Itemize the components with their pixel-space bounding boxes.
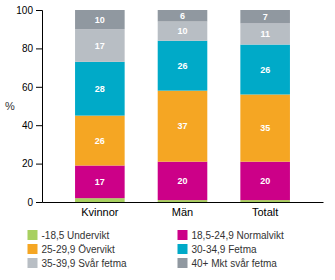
x-tick: Kvinnor: [81, 206, 119, 218]
data-label: 26: [177, 61, 187, 71]
y-tick-label: 0: [27, 197, 33, 208]
legend-item: 30-34,9 Fetma: [178, 244, 257, 255]
y-tick-mark: [36, 87, 42, 88]
y-tick: 100: [16, 5, 42, 16]
legend-label: -18,5 Undervikt: [42, 230, 110, 241]
data-labels: 17 20 20 26 37 35 28 26 26 17 10 11 10 6 7: [95, 11, 270, 187]
data-label: 26: [260, 65, 270, 75]
y-tick-label: 40: [22, 120, 34, 131]
bar-segment: [75, 29, 125, 62]
legend-item: 35-39,9 Svår fetma: [28, 258, 127, 269]
y-tick-mark: [36, 125, 42, 126]
bar-segment: [75, 116, 125, 166]
bar-segment: [158, 91, 208, 162]
bar-segment: [75, 10, 125, 29]
y-tick-mark: [36, 48, 42, 49]
bar-segment: [75, 198, 125, 202]
y-tick-label: 20: [22, 158, 34, 169]
y-axis: 0 20 40 60 80 100: [16, 5, 42, 208]
bar-segment: [240, 94, 290, 161]
legend-label: 40+ Mkt svår fetma: [192, 258, 278, 269]
legend-label: 30-34,9 Fetma: [192, 244, 257, 255]
data-label: 7: [263, 12, 268, 22]
data-label: 35: [260, 123, 270, 133]
bar-segment: [240, 200, 290, 202]
data-label: 37: [177, 121, 187, 131]
y-tick-mark: [36, 10, 42, 11]
data-label: 20: [260, 176, 270, 186]
y-tick: 40: [22, 120, 42, 131]
legend-swatch: [28, 230, 38, 240]
legend-swatch: [28, 258, 38, 268]
x-tick-label: Totalt: [252, 206, 278, 218]
bars: [75, 10, 290, 202]
y-tick: 0: [27, 197, 42, 208]
y-axis-label: %: [5, 100, 15, 112]
data-label: 17: [95, 177, 105, 187]
y-tick-label: 60: [22, 82, 34, 93]
y-tick-label: 80: [22, 43, 34, 54]
bar-segment: [75, 62, 125, 116]
x-tick-label: Kvinnor: [81, 206, 119, 218]
bar-segment: [240, 45, 290, 95]
bar-segment: [240, 10, 290, 23]
data-label: 10: [95, 15, 105, 25]
legend-item: 40+ Mkt svår fetma: [178, 258, 278, 269]
y-tick-mark: [36, 164, 42, 165]
bar-segment: [158, 200, 208, 202]
bar-segment: [158, 162, 208, 200]
x-axis-line: [43, 202, 324, 203]
x-tick-label: Män: [172, 206, 193, 218]
data-label: 6: [180, 11, 185, 21]
data-label: 17: [95, 41, 105, 51]
legend-label: 35-39,9 Svår fetma: [42, 258, 127, 269]
legend-swatch: [28, 244, 38, 254]
x-tick: Totalt: [252, 206, 278, 218]
x-tick: Män: [172, 206, 193, 218]
data-label: 28: [95, 84, 105, 94]
bar-segment: [240, 23, 290, 44]
y-tick-mark: [36, 202, 42, 203]
bar-segment: [158, 10, 208, 22]
y-tick-label: 100: [16, 5, 33, 16]
bar-segment: [158, 41, 208, 91]
legend-label: 18,5-24,9 Normalvikt: [192, 230, 284, 241]
y-tick: 20: [22, 158, 42, 169]
y-axis-line: [36, 11, 43, 203]
bar-segment: [240, 162, 290, 200]
legend-label: 25-29,9 Övervikt: [42, 244, 116, 255]
legend-swatch: [178, 244, 188, 254]
series: [75, 162, 290, 200]
data-label: 10: [177, 26, 187, 36]
legend-swatch: [178, 258, 188, 268]
data-label: 11: [260, 29, 270, 39]
legend-item: 18,5-24,9 Normalvikt: [178, 230, 284, 241]
legend: -18,5 Undervikt 18,5-24,9 Normalvikt 25-29…: [28, 230, 284, 269]
bar-segment: [75, 166, 125, 199]
y-tick: 80: [22, 43, 42, 54]
data-label: 20: [177, 176, 187, 186]
chart: 17 20 20 26 37 35 28 26 26 17 10 11 10 6 7 Kvinnor Män To…: [0, 0, 335, 280]
bar-segment: [158, 22, 208, 41]
legend-item: 25-29,9 Övervikt: [28, 244, 116, 255]
y-tick: 60: [22, 82, 42, 93]
legend-swatch: [178, 230, 188, 240]
data-label: 26: [95, 136, 105, 146]
x-axis: Kvinnor Män Totalt: [43, 203, 324, 218]
legend-item: -18,5 Undervikt: [28, 230, 110, 241]
